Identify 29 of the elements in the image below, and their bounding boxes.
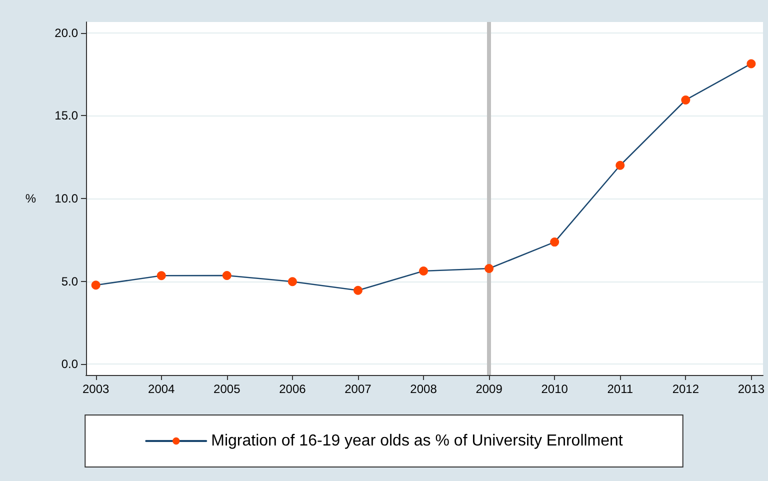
x-tick-label: 2003 <box>82 382 110 396</box>
point <box>419 266 428 276</box>
y-tick-label: 10.0 <box>54 192 78 206</box>
x-tick-label: 2011 <box>607 382 634 396</box>
y-tick-label: 5.0 <box>61 274 78 288</box>
y-tick-label: 0.0 <box>61 357 78 372</box>
x-tick-label: 2012 <box>672 382 700 396</box>
x-tick-label: 2007 <box>344 382 372 396</box>
point <box>156 271 166 280</box>
point <box>222 270 232 280</box>
point <box>616 160 625 170</box>
point <box>746 59 756 68</box>
point <box>288 277 297 286</box>
legend-label: Migration of 16-19 year olds as % of University Enrollment <box>211 432 624 450</box>
point <box>681 95 690 104</box>
x-tick-label: 2009 <box>476 382 503 396</box>
x-tick-label: 2006 <box>279 382 306 396</box>
point <box>550 238 560 247</box>
y-tick-label: 20.0 <box>54 26 78 40</box>
x-tick-label: 2004 <box>148 382 176 396</box>
point <box>353 286 362 295</box>
x-tick-label: 2008 <box>410 382 438 396</box>
x-tick-label: 2005 <box>214 382 241 396</box>
y-axis-title: % <box>25 192 36 206</box>
x-tick-label: 2010 <box>541 382 568 396</box>
point <box>484 264 494 274</box>
point <box>91 280 100 290</box>
y-tick-label: 15.0 <box>54 108 78 123</box>
x-tick-label: 2013 <box>738 382 765 396</box>
